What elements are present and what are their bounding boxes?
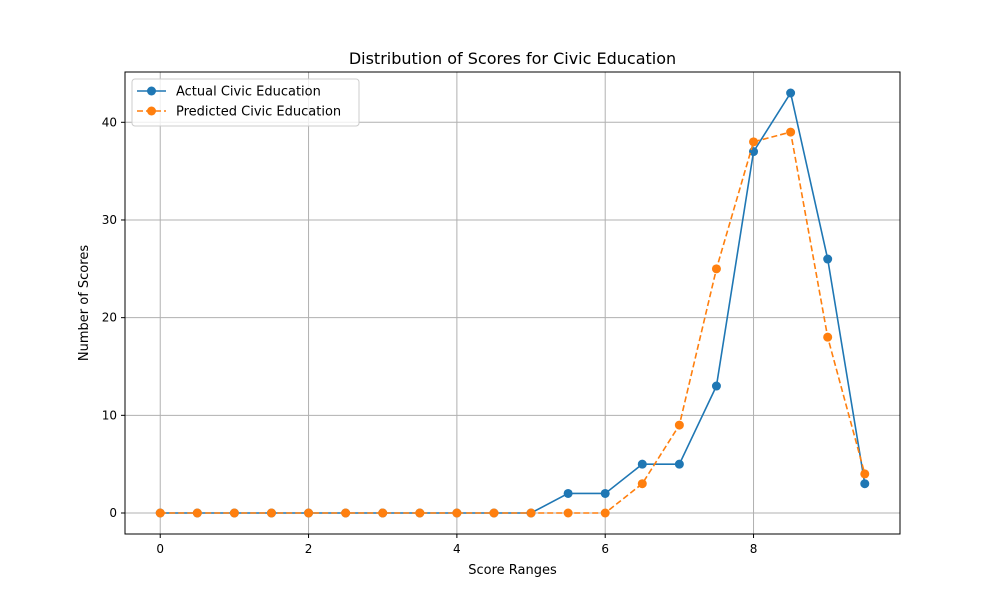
legend: Actual Civic Education Predicted Civic Ed… (131, 78, 360, 127)
data-point (415, 508, 425, 518)
data-point (563, 508, 573, 518)
y-tick-label: 30 (102, 213, 117, 227)
data-point (563, 488, 573, 498)
series-line (160, 131, 866, 514)
series-actual (155, 88, 870, 518)
data-point (304, 508, 314, 518)
data-point (341, 508, 351, 518)
data-point (711, 264, 721, 274)
series-predicted (155, 127, 870, 518)
x-tick-label: 2 (305, 542, 313, 556)
data-point (526, 508, 536, 518)
data-point (266, 508, 276, 518)
data-point (823, 254, 833, 264)
ticks: 0 2 4 6 8 0 10 20 30 40 (102, 115, 758, 556)
data-point (674, 420, 684, 430)
legend-box (131, 78, 360, 127)
x-tick-label: 6 (601, 542, 609, 556)
data-point (637, 479, 647, 489)
y-tick-label: 20 (102, 311, 117, 325)
series-line (160, 90, 866, 514)
chart-title: Distribution of Scores for Civic Educati… (349, 49, 676, 68)
data-point (674, 459, 684, 469)
legend-label: Actual Civic Education (176, 85, 321, 100)
grid (125, 72, 900, 534)
x-tick-label: 0 (156, 542, 164, 556)
data-point (600, 508, 610, 518)
data-point (823, 332, 833, 342)
data-point (786, 88, 796, 98)
legend-label: Predicted Civic Education (176, 105, 341, 120)
data-point (489, 508, 499, 518)
data-point (637, 459, 647, 469)
data-point (711, 381, 721, 391)
x-tick-label: 4 (453, 542, 461, 556)
data-point (749, 137, 759, 147)
y-tick-label: 0 (109, 506, 117, 520)
data-point (229, 508, 239, 518)
axes-frame (124, 71, 901, 535)
data-point (155, 508, 165, 518)
legend-marker (147, 86, 156, 96)
legend-marker (147, 106, 156, 116)
data-point (378, 508, 388, 518)
data-point (786, 127, 796, 137)
data-point (192, 508, 202, 518)
data-point (452, 508, 462, 518)
x-axis-label: Score Ranges (468, 563, 557, 578)
data-point (600, 488, 610, 498)
x-tick-label: 8 (750, 542, 758, 556)
series-layer (155, 88, 870, 518)
y-tick-label: 40 (102, 115, 117, 129)
data-point (860, 479, 870, 489)
y-tick-label: 10 (102, 408, 117, 422)
y-axis-label: Number of Scores (77, 245, 92, 361)
data-point (860, 469, 870, 479)
